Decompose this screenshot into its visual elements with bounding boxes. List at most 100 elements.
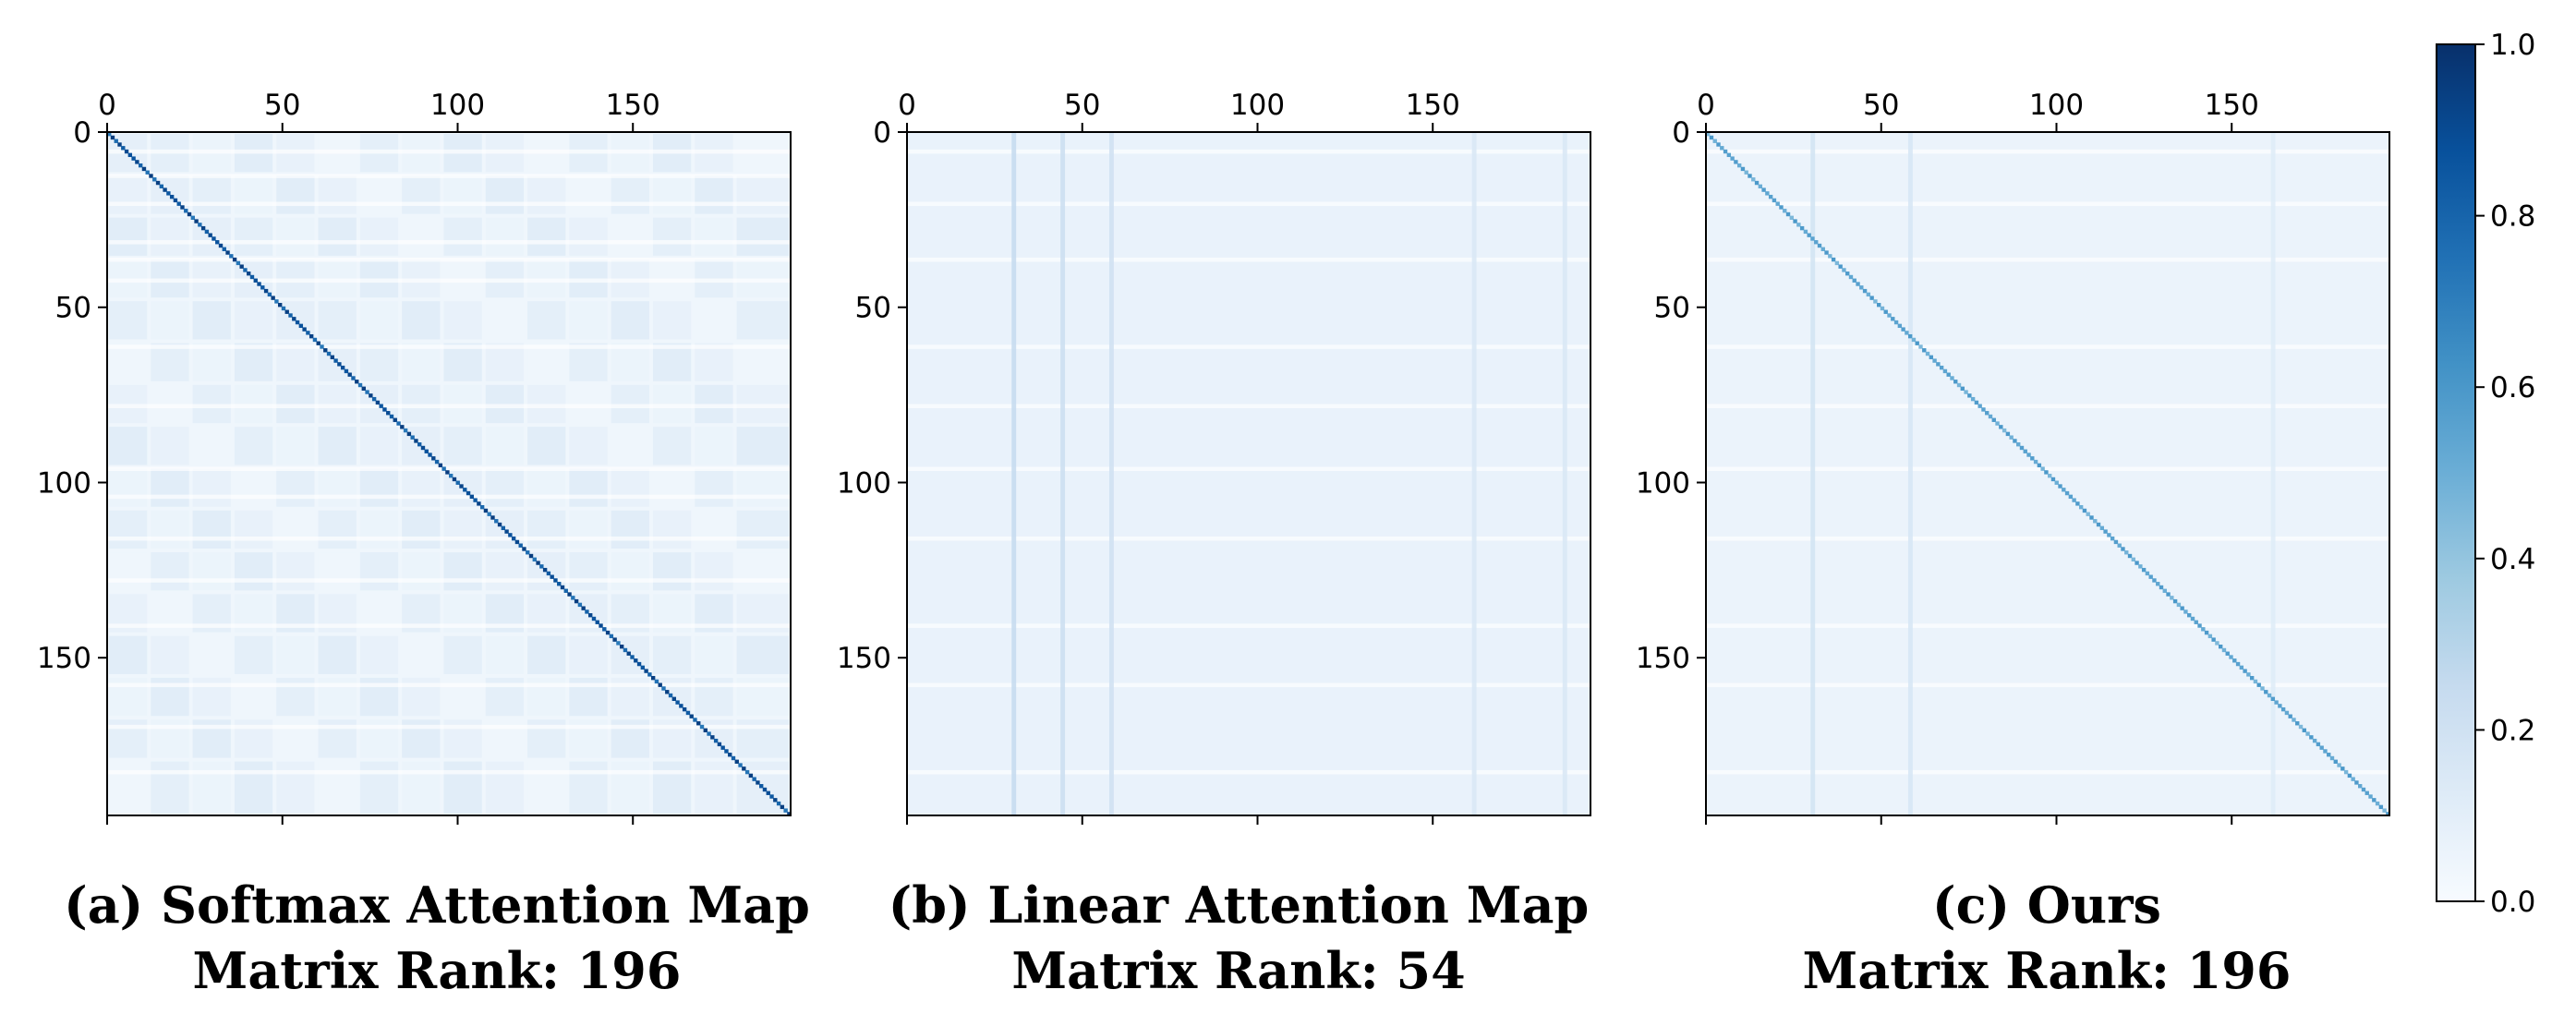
y-tick-label: 50 (55, 292, 91, 325)
heatmap-block (443, 552, 482, 591)
heatmap-block (359, 635, 399, 674)
heatmap-diagonal-cell (689, 714, 694, 718)
heatmap-diagonal-cell (2312, 738, 2317, 743)
heatmap-block (234, 635, 273, 674)
heatmap-diagonal-cell (2246, 672, 2251, 677)
heatmap-diagonal-cell (2127, 553, 2133, 559)
heatmap-diagonal-cell (2368, 794, 2373, 799)
heatmap-diagonal-cell (487, 512, 491, 516)
heatmap-block (695, 217, 733, 256)
heatmap-block (736, 468, 789, 507)
heatmap-diagonal-cell (441, 466, 446, 471)
heatmap-diagonal-cell (734, 759, 739, 764)
heatmap-block (695, 635, 733, 674)
heatmap-diagonal-cell (1915, 341, 1919, 345)
heatmap-diagonal-cell (2256, 682, 2261, 687)
heatmap-diagonal-cell (703, 728, 707, 732)
heatmap-block (318, 427, 357, 465)
heatmap-diagonal-cell (1796, 223, 1801, 227)
heatmap-block (569, 217, 608, 256)
ticks-c: 0 50 100 150 0 50 100 150 (1636, 89, 2259, 825)
heatmap-diagonal-cell (1709, 135, 1714, 140)
heatmap-block (318, 301, 357, 340)
heatmap-diagonal-cell (542, 567, 548, 573)
heatmap-diagonal-cell (2048, 474, 2052, 478)
heatmap-stripe-row (107, 536, 791, 541)
heatmap-diagonal-cell (1967, 393, 1972, 398)
heatmap-diagonal-cell (145, 170, 150, 175)
heatmap-diagonal-cell (431, 456, 436, 461)
heatmap-diagonal-cell (389, 414, 394, 419)
heatmap-stripe-row (1706, 536, 2389, 541)
caption-title-b: (b) Linear Attention Map (889, 875, 1590, 935)
heatmap-diagonal-cell (744, 769, 750, 775)
heatmap-diagonal-cell (295, 320, 300, 325)
heatmap-diagonal-cell (1772, 198, 1777, 203)
heatmap-diagonal-cell (2201, 627, 2206, 632)
heatmap-diagonal-cell (550, 574, 554, 579)
heatmap-block (527, 761, 566, 814)
heatmap-diagonal-cell (302, 327, 307, 332)
heatmap-block (485, 175, 525, 214)
heatmap-diagonal-cell (1817, 243, 1822, 248)
heatmap-diagonal-cell (2288, 714, 2292, 718)
heatmap-block (527, 301, 566, 340)
heatmap-block (736, 301, 789, 340)
heatmap-diagonal-cell (393, 417, 397, 422)
heatmap-diagonal-cell (2284, 710, 2290, 716)
heatmap-block (402, 468, 441, 507)
heatmap-block (109, 635, 148, 674)
heatmap-diagonal-cell (155, 180, 161, 186)
heatmap-diagonal-cell (696, 721, 701, 726)
heatmap-diagonal-cell (445, 470, 450, 475)
heatmap-diagonal-cell (2225, 651, 2230, 656)
heatmap-diagonal-cell (316, 341, 320, 345)
heatmap-diagonal-cell (2219, 645, 2223, 649)
heatmap-diagonal-cell (536, 561, 540, 565)
heatmap-stripe-row (907, 257, 1590, 262)
heatmap-diagonal-cell (1799, 225, 1805, 231)
heatmap-stripe-row (907, 623, 1590, 628)
heatmap-block (485, 259, 525, 298)
heatmap-diagonal-cell (176, 201, 181, 206)
heatmap-diagonal-cell (2372, 798, 2376, 803)
heatmap-diagonal-cell (1751, 177, 1756, 182)
heatmap-diagonal-cell (762, 787, 768, 792)
colorbar-tick-label: 0.8 (2490, 200, 2535, 234)
heatmap-diagonal-cell (1964, 390, 1968, 394)
heatmap-diagonal-cell (738, 763, 743, 767)
heatmap-block (359, 175, 399, 214)
heatmap-block (443, 343, 482, 381)
heatmap-diagonal-cell (1716, 142, 1721, 147)
heatmap-diagonal-cell (563, 588, 568, 593)
y-tick-label: 50 (855, 292, 891, 325)
heatmap-diagonal-cell (2170, 596, 2174, 600)
heatmap-stripe-row (107, 578, 791, 583)
heatmap-diagonal-cell (274, 299, 279, 304)
x-tick-label: 150 (606, 89, 660, 122)
heatmap-diagonal-cell (323, 348, 328, 353)
colorbar-tick-label: 1.0 (2490, 29, 2535, 62)
heatmap-stripe-row (907, 466, 1590, 471)
heatmap-block (109, 343, 148, 381)
heatmap-diagonal-cell (1758, 184, 1763, 189)
heatmap-diagonal-cell (124, 149, 129, 154)
heatmap-diagonal-cell (1834, 260, 1840, 266)
heatmap-block (695, 468, 733, 507)
x-tick-label: 0 (898, 89, 916, 122)
heatmap-diagonal-cell (2176, 602, 2182, 608)
heatmap-diagonal-cell (1911, 337, 1917, 343)
heatmap-diagonal-cell (2280, 706, 2286, 712)
heatmap-diagonal-cell (2351, 777, 2355, 781)
heatmap-block (443, 217, 482, 256)
heatmap-diagonal-cell (355, 380, 359, 384)
heatmap-diagonal-cell (2264, 690, 2268, 694)
heatmap-diagonal-cell (2187, 613, 2192, 618)
heatmap-diagonal-cell (1765, 191, 1770, 196)
heatmap-stripe-row (907, 404, 1590, 409)
heatmap-block (695, 552, 733, 591)
heatmap-diagonal-cell (369, 393, 373, 398)
heatmap-block (402, 552, 441, 591)
heatmap-diagonal-cell (2298, 724, 2304, 730)
heatmap-diagonal-cell (623, 647, 628, 653)
